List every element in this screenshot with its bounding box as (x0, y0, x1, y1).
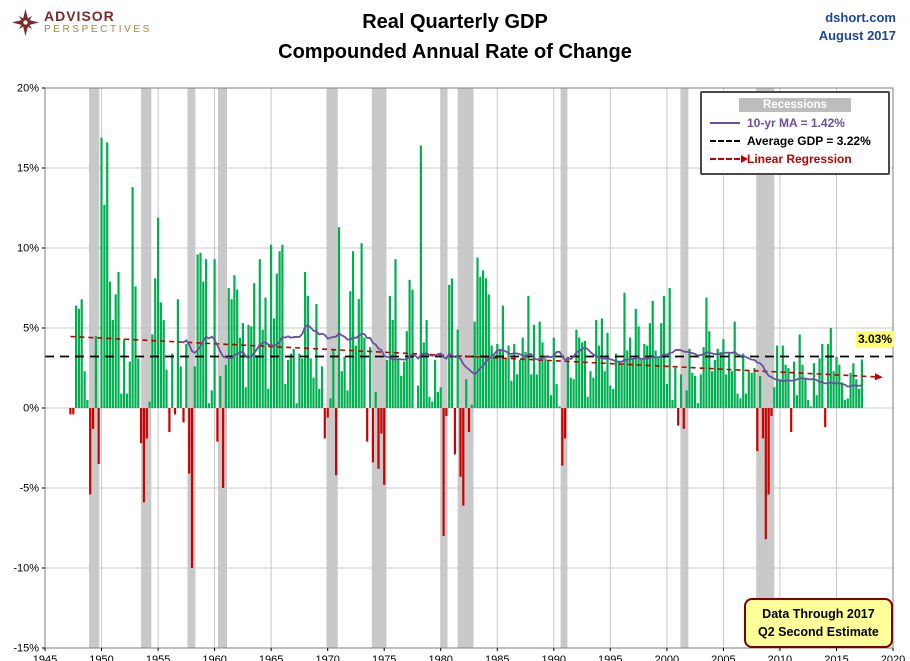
latest-value-label: 3.03% (856, 331, 895, 347)
svg-text:1975: 1975 (372, 654, 396, 661)
svg-text:1965: 1965 (259, 654, 283, 661)
average-line-swatch (710, 140, 740, 142)
advisor-perspectives-logo: ADVISOR PERSPECTIVES (12, 9, 152, 36)
svg-text:2020: 2020 (881, 654, 905, 661)
regression-line-label: Linear Regression (747, 152, 852, 166)
chart-header: ADVISOR PERSPECTIVES Real Quarterly GDP … (0, 0, 910, 80)
source-site: dshort.com (825, 10, 896, 25)
svg-text:1955: 1955 (146, 654, 170, 661)
legend-item-average: Average GDP = 3.22% (710, 134, 880, 148)
chart-title-line2: Compounded Annual Rate of Change (278, 41, 632, 63)
svg-text:1985: 1985 (485, 654, 509, 661)
svg-text:1945: 1945 (33, 654, 57, 661)
legend-item-recessions: Recessions (739, 98, 851, 112)
svg-text:-5%: -5% (19, 483, 39, 495)
svg-text:1995: 1995 (598, 654, 622, 661)
svg-text:2015: 2015 (824, 654, 848, 661)
recession-bands (89, 88, 775, 648)
regression-line-swatch (710, 155, 748, 163)
source-block: dshort.com August 2017 (819, 9, 896, 45)
y-axis-labels: -15% -10% -5% 0% 5% 10% 15% 20% (13, 83, 45, 655)
svg-text:5%: 5% (23, 323, 39, 335)
svg-text:2010: 2010 (768, 654, 792, 661)
data-note-box: Data Through 2017 Q2 Second Estimate (744, 598, 893, 649)
chart-title: Real Quarterly GDP Compounded Annual Rat… (0, 7, 910, 67)
svg-text:-15%: -15% (13, 643, 39, 655)
plot-border (44, 87, 894, 649)
ten-year-ma-line (180, 323, 862, 388)
svg-text:15%: 15% (17, 163, 39, 175)
chart-title-line1: Real Quarterly GDP (362, 11, 548, 33)
brand-name-advisor: ADVISOR (44, 8, 115, 25)
x-axis-labels: 1945 1950 1955 1960 1965 1970 1975 1980 1985 1990… (33, 648, 905, 661)
legend-item-ma: 10-yr MA = 1.42% (710, 116, 880, 130)
svg-text:1960: 1960 (202, 654, 226, 661)
svg-text:1990: 1990 (542, 654, 566, 661)
svg-text:10%: 10% (17, 243, 39, 255)
data-note-line1: Data Through 2017 (762, 607, 875, 621)
source-date: August 2017 (818, 28, 896, 44)
svg-text:0%: 0% (23, 403, 39, 415)
svg-text:1970: 1970 (315, 654, 339, 661)
svg-text:1950: 1950 (89, 654, 113, 661)
chart-legend: Recessions 10-yr MA = 1.42% Average GDP … (700, 91, 890, 175)
brand-name-perspectives: PERSPECTIVES (44, 24, 152, 36)
svg-text:-10%: -10% (13, 563, 39, 575)
svg-text:2005: 2005 (711, 654, 735, 661)
svg-text:20%: 20% (17, 83, 39, 95)
svg-text:1980: 1980 (428, 654, 452, 661)
data-note-line2: Q2 Second Estimate (758, 625, 879, 640)
compass-star-icon (12, 9, 39, 36)
legend-item-regression: Linear Regression (710, 152, 880, 166)
gdp-bars (69, 137, 863, 568)
average-line-label: Average GDP = 3.22% (747, 134, 871, 148)
linear-regression-line (70, 335, 883, 381)
ma-line-label: 10-yr MA = 1.42% (747, 116, 845, 130)
svg-text:2000: 2000 (655, 654, 679, 661)
ma-line-swatch (710, 122, 740, 124)
